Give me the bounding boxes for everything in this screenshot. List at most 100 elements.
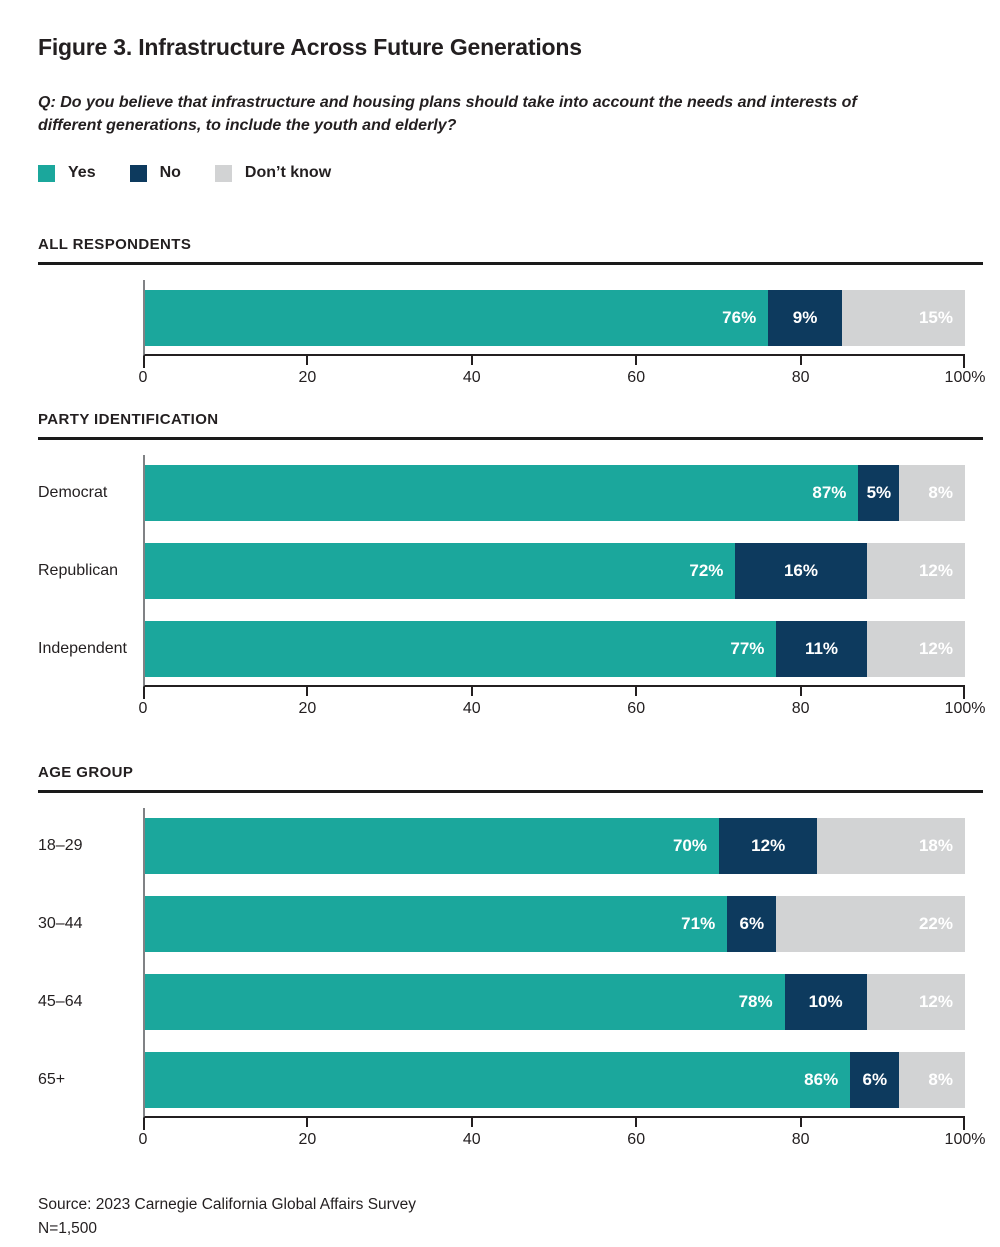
category-label: Independent [38, 640, 127, 657]
axis-tick-label: 80 [791, 1131, 810, 1148]
bar-segment-dontknow: 12% [866, 543, 965, 599]
segment-value-label: 6% [739, 914, 765, 933]
section-rule [38, 790, 983, 793]
x-axis-ticks [143, 687, 965, 699]
bar-segment-no: 10% [784, 974, 867, 1030]
axis-tick [635, 1118, 638, 1127]
category-label: Democrat [38, 484, 108, 501]
segment-value-label: 76% [722, 308, 757, 327]
axis-tick-label: 0 [138, 700, 148, 717]
plot-area: 70% 12% 18% 71% 6% 22% 78% 10% 12% 86% 6% 8% [143, 808, 965, 1118]
segment-value-label: 11% [804, 639, 839, 658]
x-axis-labels: 0 20 40 60 80 100% [139, 1131, 986, 1151]
legend-item-1: No [129, 164, 181, 182]
bar-segment-no: 16% [735, 543, 867, 599]
bar-segment-yes: 70% [145, 818, 719, 874]
axis-tick [635, 356, 638, 365]
axis-tick-label: 80 [791, 700, 810, 717]
x-axis-ticks [143, 1118, 965, 1130]
charts-container: ALL RESPONDENTS 76% 9% 15% 0 20 40 60 80 100% PART… [38, 236, 986, 1151]
segment-value-label: 70% [672, 836, 707, 855]
bar-row: 76% 9% 15% [145, 290, 965, 346]
segment-value-label: 8% [928, 483, 953, 502]
axis-tick-label: 0 [138, 369, 148, 386]
plot-area: 76% 9% 15% [143, 280, 965, 356]
bar-segment-yes: 78% [145, 974, 785, 1030]
figure-title: Figure 3. Infrastructure Across Future G… [38, 34, 582, 60]
axis-tick [799, 356, 802, 365]
axis-tick [306, 356, 309, 365]
plot-row: Democrat Republican Independent 87% 5% 8% 72% 1… [38, 455, 983, 687]
section-heading: PARTY IDENTIFICATION [38, 411, 219, 428]
source-note: Source: 2023 Carnegie California Global … [38, 1196, 416, 1213]
axis-tick-label: 60 [627, 369, 646, 386]
bar-segment-no: 6% [727, 896, 777, 952]
segment-value-label: 9% [792, 308, 818, 327]
axis-tick [470, 1118, 473, 1127]
chart-section-0: ALL RESPONDENTS 76% 9% 15% 0 20 40 60 80 100% [38, 236, 986, 389]
bar-row: 71% 6% 22% [145, 896, 965, 952]
chart-section-2: AGE GROUP 18–29 30–44 45–64 65+ 70% 12% 18% 71% 6… [38, 764, 986, 1151]
legend-item-2: Don’t know [214, 164, 332, 182]
segment-value-label: 8% [928, 1070, 953, 1089]
axis-tick-label: 60 [627, 700, 646, 717]
segment-value-label: 12% [751, 836, 786, 855]
axis-tick-label: 40 [462, 700, 481, 717]
axis-tick [963, 1118, 965, 1130]
x-axis-labels: 0 20 40 60 80 100% [139, 369, 986, 389]
axis-tick [635, 687, 638, 696]
segment-value-label: 87% [812, 483, 847, 502]
bar-segment-yes: 87% [145, 465, 859, 521]
axis-tick [963, 356, 965, 368]
axis-tick [306, 687, 309, 696]
segment-value-label: 12% [918, 639, 953, 658]
segment-value-label: 15% [918, 308, 953, 327]
bar-segment-dontknow: 18% [817, 818, 965, 874]
bar-segment-yes: 86% [145, 1052, 851, 1108]
row-labels-column [38, 280, 143, 356]
segment-value-label: 18% [918, 836, 953, 855]
axis-tick [963, 687, 965, 699]
bar-segment-no: 12% [719, 818, 818, 874]
plot-row: 18–29 30–44 45–64 65+ 70% 12% 18% 71% 6% 22% 78% 10… [38, 808, 983, 1118]
segment-value-label: 6% [862, 1070, 888, 1089]
legend-swatch-icon [38, 164, 55, 182]
section-heading: AGE GROUP [38, 764, 134, 781]
category-label: Republican [38, 562, 119, 579]
bar-segment-dontknow: 8% [899, 465, 965, 521]
bar-segment-yes: 76% [145, 290, 769, 346]
axis-tick-label: 100% [944, 369, 986, 386]
axis-tick [799, 687, 802, 696]
axis-tick-label: 80 [791, 369, 810, 386]
plot-area: 87% 5% 8% 72% 16% 12% 77% 11% 12% [143, 455, 965, 687]
bar-segment-dontknow: 8% [899, 1052, 965, 1108]
axis-tick [470, 687, 473, 696]
section-rule [38, 262, 983, 265]
footer: Source: 2023 Carnegie California Global … [38, 1193, 983, 1241]
axis-tick-label: 100% [944, 1131, 986, 1148]
segment-value-label: 10% [808, 992, 843, 1011]
axis-tick-label: 20 [298, 700, 317, 717]
legend-swatch-icon [214, 164, 232, 182]
axis-tick-label: 100% [944, 700, 986, 717]
category-label: 30–44 [38, 915, 83, 932]
bar-row: 86% 6% 8% [145, 1052, 965, 1108]
legend-label: Don’t know [244, 164, 332, 181]
section-rule [38, 437, 983, 440]
row-labels-column: Democrat Republican Independent [38, 455, 143, 687]
bar-segment-yes: 77% [145, 621, 777, 677]
bar-segment-no: 11% [776, 621, 867, 677]
bar-segment-yes: 72% [145, 543, 736, 599]
bar-segment-dontknow: 12% [866, 621, 965, 677]
bar-segment-dontknow: 15% [841, 290, 965, 346]
row-labels-column: 18–29 30–44 45–64 65+ [38, 808, 143, 1118]
bar-segment-dontknow: 22% [776, 896, 965, 952]
segment-value-label: 5% [866, 483, 892, 502]
axis-tick [143, 1118, 145, 1130]
segment-value-label: 16% [783, 561, 818, 580]
legend-swatch-icon [129, 164, 147, 182]
bar-segment-no: 5% [858, 465, 900, 521]
category-label: 45–64 [38, 993, 83, 1010]
legend: Yes No Don’t know [38, 164, 983, 182]
axis-tick-label: 40 [462, 1131, 481, 1148]
